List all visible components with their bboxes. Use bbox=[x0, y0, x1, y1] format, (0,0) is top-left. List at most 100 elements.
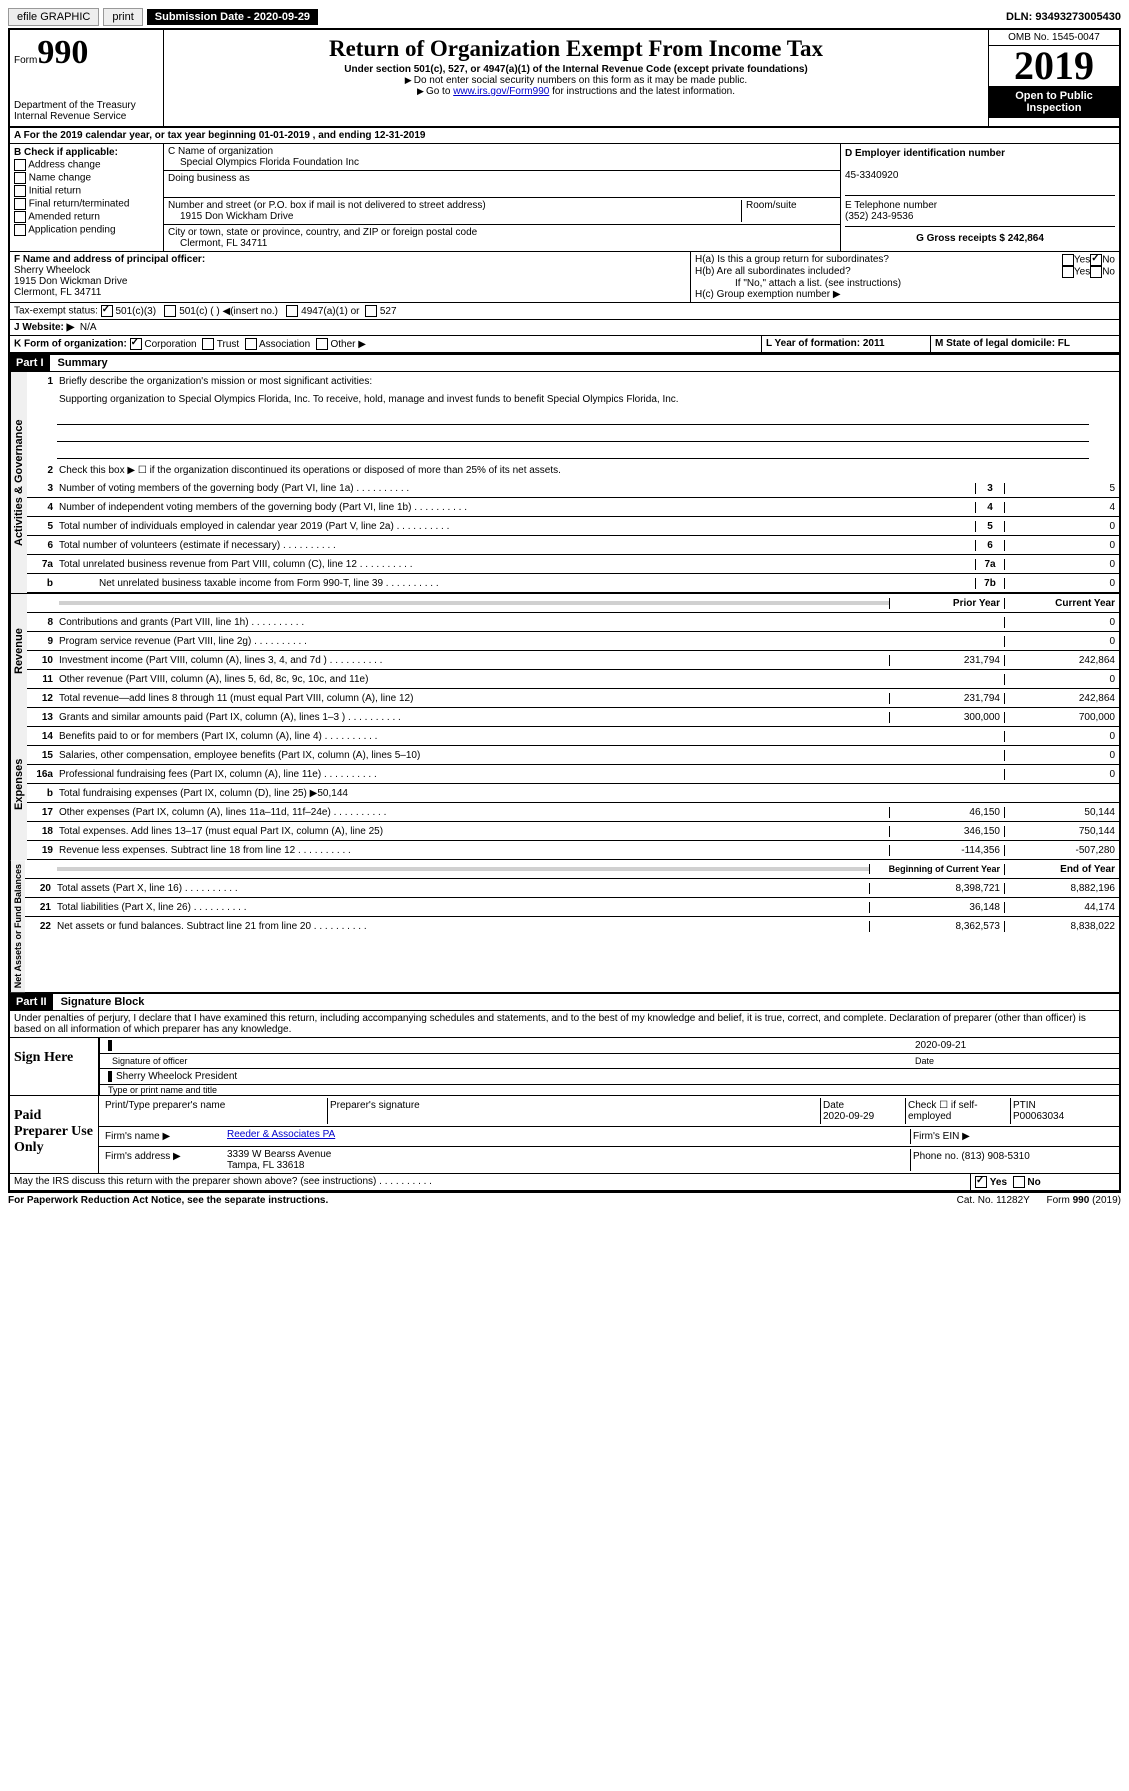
l19: Revenue less expenses. Subtract line 18 … bbox=[59, 843, 889, 858]
ptin: PTINP00063034 bbox=[1011, 1098, 1115, 1124]
part1-title: Summary bbox=[50, 357, 108, 369]
v8c: 0 bbox=[1004, 617, 1119, 628]
dba-label: Doing business as bbox=[168, 173, 250, 184]
ein: 45-3340920 bbox=[845, 170, 898, 181]
section-a: A For the 2019 calendar year, or tax yea… bbox=[10, 128, 1119, 144]
l8: Contributions and grants (Part VIII, lin… bbox=[59, 615, 889, 630]
discuss-yes[interactable]: Yes bbox=[975, 1177, 1007, 1188]
irs-link[interactable]: www.irs.gov/Form990 bbox=[453, 86, 549, 97]
v21p: 36,148 bbox=[869, 902, 1004, 913]
l14: Benefits paid to or for members (Part IX… bbox=[59, 729, 889, 744]
l13: Grants and similar amounts paid (Part IX… bbox=[59, 710, 889, 725]
print-btn[interactable]: print bbox=[103, 8, 142, 26]
k-trust[interactable]: Trust bbox=[202, 339, 239, 350]
m-state: M State of legal domicile: FL bbox=[931, 336, 1119, 352]
ha-no[interactable]: No bbox=[1090, 254, 1115, 266]
b-opt[interactable]: Application pending bbox=[14, 224, 159, 236]
v5: 0 bbox=[1005, 521, 1119, 532]
v4: 4 bbox=[1005, 502, 1119, 513]
v18c: 750,144 bbox=[1004, 826, 1119, 837]
note-ssn: Do not enter social security numbers on … bbox=[168, 75, 984, 86]
v10c: 242,864 bbox=[1004, 655, 1119, 666]
d-label: D Employer identification number bbox=[845, 148, 1005, 159]
addr-label: Number and street (or P.O. box if mail i… bbox=[168, 200, 486, 211]
i-501c[interactable]: 501(c) ( ) ◀(insert no.) bbox=[164, 306, 278, 317]
v6: 0 bbox=[1005, 540, 1119, 551]
b-opt[interactable]: Initial return bbox=[14, 185, 159, 197]
l3: Number of voting members of the governin… bbox=[59, 481, 975, 496]
i-4947[interactable]: 4947(a)(1) or bbox=[286, 306, 359, 317]
i-527[interactable]: 527 bbox=[365, 306, 396, 317]
form-title: Return of Organization Exempt From Incom… bbox=[168, 36, 984, 62]
vert-gov: Activities & Governance bbox=[10, 372, 27, 593]
firm-phone: Phone no. (813) 908-5310 bbox=[910, 1149, 1115, 1171]
vert-rev: Revenue bbox=[10, 594, 27, 708]
k-corp[interactable]: Corporation bbox=[130, 339, 197, 350]
l6: Total number of volunteers (estimate if … bbox=[59, 538, 975, 553]
hb-yes[interactable]: Yes bbox=[1062, 266, 1090, 278]
cat: Cat. No. 11282Y bbox=[957, 1195, 1030, 1206]
l10: Investment income (Part VIII, column (A)… bbox=[59, 653, 889, 668]
v12c: 242,864 bbox=[1004, 693, 1119, 704]
self-emp[interactable]: Check ☐ if self-employed bbox=[906, 1098, 1011, 1124]
paid-prep: Paid Preparer Use Only bbox=[10, 1096, 98, 1173]
b-opt[interactable]: Name change bbox=[14, 172, 159, 184]
k-assoc[interactable]: Association bbox=[245, 339, 310, 350]
l11: Other revenue (Part VIII, column (A), li… bbox=[59, 672, 889, 687]
l4: Number of independent voting members of … bbox=[59, 500, 975, 515]
efile-btn[interactable]: efile GRAPHIC bbox=[8, 8, 99, 26]
l16a: Professional fundraising fees (Part IX, … bbox=[59, 767, 889, 782]
b-label: B Check if applicable: bbox=[14, 147, 159, 158]
room-label: Room/suite bbox=[741, 200, 836, 222]
l2: Check this box ▶ ☐ if the organization d… bbox=[59, 463, 1119, 478]
part1-hdr: Part I bbox=[10, 355, 50, 371]
v13p: 300,000 bbox=[889, 712, 1004, 723]
v22p: 8,362,573 bbox=[869, 921, 1004, 932]
g-receipts: G Gross receipts $ 242,864 bbox=[916, 233, 1044, 244]
v7b: 0 bbox=[1005, 578, 1119, 589]
l1: Briefly describe the organization's miss… bbox=[59, 374, 1119, 389]
v15c: 0 bbox=[1004, 750, 1119, 761]
officer-addr2: Clermont, FL 34711 bbox=[14, 287, 686, 298]
l5: Total number of individuals employed in … bbox=[59, 519, 975, 534]
c-name-label: C Name of organization bbox=[168, 146, 273, 157]
v3: 5 bbox=[1005, 483, 1119, 494]
v16ac: 0 bbox=[1004, 769, 1119, 780]
v13c: 700,000 bbox=[1004, 712, 1119, 723]
i-501c3[interactable]: 501(c)(3) bbox=[101, 306, 156, 317]
j-label: J Website: ▶ bbox=[14, 322, 74, 333]
discuss-no[interactable]: No bbox=[1013, 1177, 1041, 1188]
officer-addr1: 1915 Don Wickman Drive bbox=[14, 276, 686, 287]
officer-sig-name: Sherry Wheelock President bbox=[108, 1071, 1115, 1082]
part2-hdr: Part II bbox=[10, 994, 53, 1010]
b-opt[interactable]: Final return/terminated bbox=[14, 198, 159, 210]
l-year: L Year of formation: 2011 bbox=[762, 336, 931, 352]
b-opt[interactable]: Amended return bbox=[14, 211, 159, 223]
l18: Total expenses. Add lines 13–17 (must eq… bbox=[59, 824, 889, 839]
hb-no[interactable]: No bbox=[1090, 266, 1115, 278]
e-label: E Telephone number bbox=[845, 200, 937, 211]
v12p: 231,794 bbox=[889, 693, 1004, 704]
discuss: May the IRS discuss this return with the… bbox=[10, 1174, 971, 1190]
hc: H(c) Group exemption number ▶ bbox=[695, 289, 1115, 300]
l1-text: Supporting organization to Special Olymp… bbox=[59, 392, 1119, 407]
hb-note: If "No," attach a list. (see instruction… bbox=[695, 278, 1115, 289]
city-label: City or town, state or province, country… bbox=[168, 227, 477, 238]
l7a: Total unrelated business revenue from Pa… bbox=[59, 557, 975, 572]
firm-name[interactable]: Reeder & Associates PA bbox=[227, 1129, 910, 1144]
v20c: 8,882,196 bbox=[1004, 883, 1119, 894]
firm-addr-label: Firm's address ▶ bbox=[103, 1149, 227, 1171]
note-link: Go to www.irs.gov/Form990 for instructio… bbox=[168, 86, 984, 97]
subtitle: Under section 501(c), 527, or 4947(a)(1)… bbox=[168, 64, 984, 75]
hb: H(b) Are all subordinates included? bbox=[695, 266, 1062, 278]
b-opt[interactable]: Address change bbox=[14, 159, 159, 171]
prep-name-hdr: Print/Type preparer's name bbox=[103, 1098, 328, 1124]
pra: For Paperwork Reduction Act Notice, see … bbox=[8, 1195, 328, 1206]
k-other[interactable]: Other ▶ bbox=[316, 339, 366, 350]
ha-yes[interactable]: Yes bbox=[1062, 254, 1090, 266]
v19c: -507,280 bbox=[1004, 845, 1119, 856]
tax-year: 2019 bbox=[989, 46, 1119, 86]
date-label: Date bbox=[915, 1056, 1115, 1066]
f-label: F Name and address of principal officer: bbox=[14, 254, 686, 265]
name-label: Type or print name and title bbox=[100, 1085, 1119, 1095]
